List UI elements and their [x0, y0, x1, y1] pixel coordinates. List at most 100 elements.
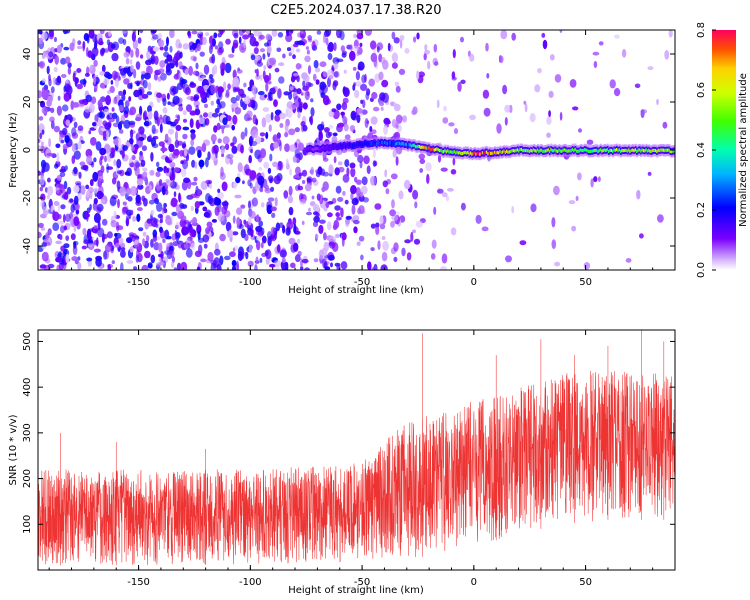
heatmap-cell — [190, 242, 196, 251]
heatmap-cell — [264, 42, 270, 47]
heatmap-cell — [99, 30, 105, 35]
heatmap-cell — [250, 229, 254, 238]
heatmap-cell — [194, 250, 202, 258]
ridge-core — [375, 142, 379, 146]
heatmap-cell — [404, 239, 411, 244]
heatmap-cell — [283, 91, 290, 96]
heatmap-cell — [185, 248, 193, 258]
heatmap-cell — [323, 232, 327, 241]
heatmap-cell — [258, 220, 264, 227]
heatmap-cell — [234, 245, 238, 251]
ridge-core — [640, 149, 643, 153]
heatmap-cell — [381, 236, 386, 240]
heatmap-cell — [189, 45, 193, 50]
heatmap-cell — [260, 180, 264, 189]
heatmap-cell — [65, 79, 69, 84]
ridge-core — [428, 146, 431, 150]
ridge-core — [306, 147, 309, 151]
heatmap-cell — [209, 44, 213, 55]
ridge-core — [371, 141, 375, 146]
colorbar-tick-label: 0.4 — [696, 142, 707, 158]
heatmap-cell — [129, 59, 133, 65]
heatmap-cell — [285, 158, 289, 168]
heatmap-cell — [373, 263, 378, 270]
heatmap-cell — [295, 48, 301, 53]
heatmap-cell — [548, 90, 554, 98]
heatmap-cell — [130, 185, 137, 197]
heatmap-cell — [183, 177, 191, 184]
heatmap-cell — [609, 79, 616, 89]
heatmap-cell — [354, 176, 358, 183]
heatmap-cell — [218, 101, 226, 109]
heatmap-cell — [55, 240, 62, 245]
heatmap-cell — [342, 190, 346, 196]
heatmap-cell — [216, 122, 221, 131]
heatmap-cell — [353, 220, 360, 225]
heatmap-cell — [140, 159, 146, 167]
heatmap-cell — [387, 42, 391, 52]
heatmap-cell — [89, 103, 95, 113]
heatmap-cell — [279, 123, 284, 128]
heatmap-cell — [259, 74, 263, 81]
heatmap-cell — [350, 192, 354, 201]
ridge-core — [405, 142, 408, 146]
heatmap-cell — [158, 68, 165, 74]
ridge-core — [648, 148, 651, 152]
heatmap-cell — [99, 111, 105, 119]
heatmap-cell — [200, 258, 207, 263]
heatmap-cell — [322, 95, 330, 106]
heatmap-cell — [117, 198, 120, 209]
ridge-core — [465, 151, 468, 155]
heatmap-cell — [55, 257, 62, 263]
heatmap-cell — [183, 243, 189, 249]
heatmap-cell — [208, 36, 213, 45]
colorbar-label: Normalized spectral amplitude — [738, 73, 749, 227]
ridge-core — [590, 149, 593, 153]
heatmap-cell — [228, 53, 235, 58]
heatmap-cell — [103, 108, 109, 116]
ridge-core — [489, 151, 493, 155]
heatmap-cell — [155, 262, 162, 267]
heatmap-cell — [356, 241, 361, 246]
heatmap-cell — [363, 155, 370, 165]
heatmap-cell — [332, 81, 337, 91]
ridge-core — [660, 148, 663, 152]
ridge-core — [587, 149, 590, 153]
heatmap-cell — [412, 189, 419, 200]
heatmap-cell — [129, 162, 135, 168]
heatmap-cell — [162, 107, 168, 114]
heatmap-cell — [217, 188, 221, 193]
heatmap-cell — [194, 161, 198, 169]
heatmap-cell — [53, 200, 60, 206]
ridge-core — [595, 148, 599, 152]
heatmap-cell — [327, 43, 333, 52]
heatmap-cell — [450, 169, 457, 175]
ridge-core — [439, 148, 442, 153]
heatmap-cell — [256, 61, 263, 67]
heatmap-cell — [165, 216, 172, 225]
heatmap-cell — [211, 219, 217, 223]
heatmap-cell — [64, 135, 70, 144]
heatmap-cell — [254, 55, 261, 61]
heatmap-cell — [251, 100, 258, 111]
heatmap-cell — [175, 130, 178, 141]
heatmap-cell — [546, 132, 551, 138]
heatmap-cell — [391, 52, 399, 63]
ridge-core — [464, 150, 467, 154]
heatmap-cell — [301, 72, 308, 80]
heatmap-cell — [170, 59, 177, 66]
heatmap-cell — [126, 167, 132, 177]
heatmap-cell — [222, 136, 230, 145]
ridge-core — [597, 149, 600, 154]
ridge-core — [393, 141, 396, 145]
heatmap-cell — [308, 207, 311, 212]
heatmap-cell — [220, 166, 224, 177]
x-tick-label: -100 — [239, 277, 262, 288]
heatmap-cell — [345, 215, 352, 220]
heatmap-cell — [40, 193, 46, 202]
heatmap-cell — [242, 180, 245, 185]
ridge-core — [400, 142, 403, 146]
heatmap-cell — [213, 145, 219, 154]
ridge-core — [544, 149, 548, 153]
heatmap-cell — [63, 92, 71, 102]
